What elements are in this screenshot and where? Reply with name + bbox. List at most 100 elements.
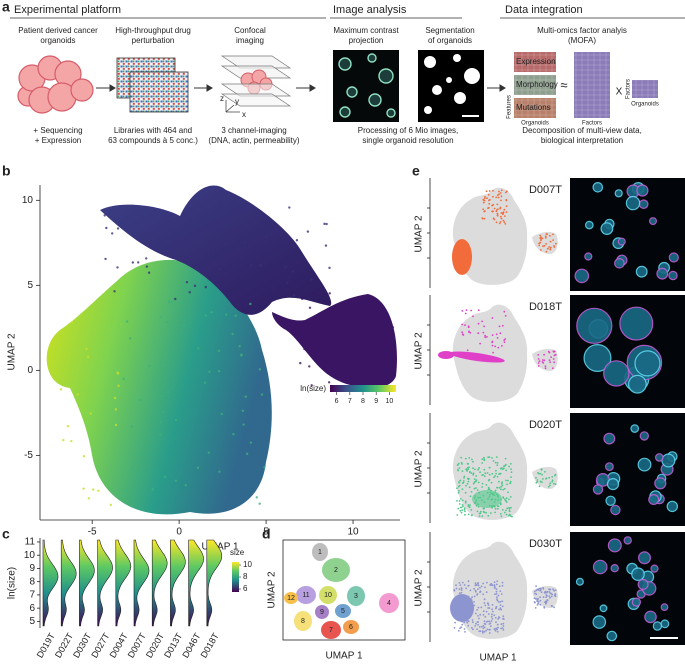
sample-point [497,594,500,597]
sample-point [458,582,461,584]
sample-point [464,510,466,513]
illustration [514,52,556,72]
sample-point [460,511,463,514]
sample-point [502,497,505,499]
caption: 3 channel-imaging [221,126,286,135]
sample-point [550,246,552,249]
violin [151,539,168,627]
sample-point [481,515,484,517]
sample-point [490,512,492,514]
y-tick-label: 7 [29,590,35,601]
scatter-texture [159,433,162,436]
sample-point [494,507,497,510]
sample-point [462,505,464,508]
sample-point [458,490,460,492]
organoid-cell [575,577,584,586]
scatter-texture [310,384,313,387]
organoid-cell [584,252,593,261]
illustration [109,84,116,92]
scatter-texture [197,347,200,350]
section-title: Experimental platform [14,4,121,16]
scatter-texture [207,451,210,454]
sample-point [500,467,503,469]
sample-point [487,602,489,604]
axis-letter: x [242,110,246,119]
sample-point [485,190,488,193]
scatter-texture [117,384,120,388]
scatter-texture [328,266,331,270]
organoid-cell [625,195,641,211]
scatter-texture [130,425,134,428]
scatter-texture [185,280,189,284]
sample-point [496,580,499,582]
scatter-texture [182,249,185,253]
sample-point [505,513,508,516]
sample-point [474,590,477,593]
scatter-texture [160,361,163,364]
sample-point [546,599,549,601]
organoid-cell [592,182,604,193]
sample-point [457,485,460,488]
illustration [514,98,556,118]
cluster-label: 1 [318,549,322,556]
illustration [338,53,396,118]
sample-point [473,595,476,598]
scatter-texture [111,232,114,235]
sample-point [477,309,480,312]
sample-point [467,477,469,480]
sample-point [478,515,481,517]
scatter-texture [116,371,119,375]
sample-point [496,203,499,206]
scatter-texture [295,239,299,242]
sample-name: D007T [529,184,562,196]
illustration [453,54,461,62]
sample-point [507,479,509,482]
sample-point [467,584,470,587]
sample-point [538,485,541,488]
sample-point [464,457,467,460]
sample-point [537,358,540,360]
sample-point [496,214,499,217]
sample-point [467,513,470,516]
organoid-cell [599,604,608,613]
sample-point [544,236,547,239]
sample-point [477,332,480,335]
sample-point [497,626,499,629]
sample-point [498,486,501,489]
sample-point [490,615,493,618]
scatter-texture [258,368,262,371]
sample-point [464,312,467,315]
sample-point [482,507,485,510]
step-title: Multi-omics factor analyis [537,26,627,35]
scatter-texture [288,206,291,209]
colorbar-tick-label: 6 [335,398,339,405]
sample-point [551,480,554,483]
sample-point [461,620,463,623]
cluster-label: 4 [387,600,391,607]
sample-point [493,501,496,503]
sample-point [462,334,465,336]
sample-point [491,618,494,620]
sample-point [508,498,510,501]
illustration [454,92,466,104]
colorbar-tick-label: 9 [374,398,378,405]
y-axis-label: UMAP 2 [414,569,425,606]
sample-point [552,351,555,353]
sample-point [467,595,470,598]
sample-point [461,509,464,512]
organoid-cell [635,265,648,278]
violin [133,539,150,627]
sample-point [510,506,512,509]
sample-point [501,484,504,487]
sample-point [485,629,487,632]
scatter-texture [128,337,132,340]
sample-point [500,212,503,214]
sample-point [498,616,501,619]
sample-point [464,513,466,516]
scatter-texture [258,502,261,505]
sample-point [498,222,501,225]
size-legend-bar [232,562,239,592]
sample-point [487,498,489,500]
sample-point [470,509,473,511]
sample-point [480,606,483,609]
